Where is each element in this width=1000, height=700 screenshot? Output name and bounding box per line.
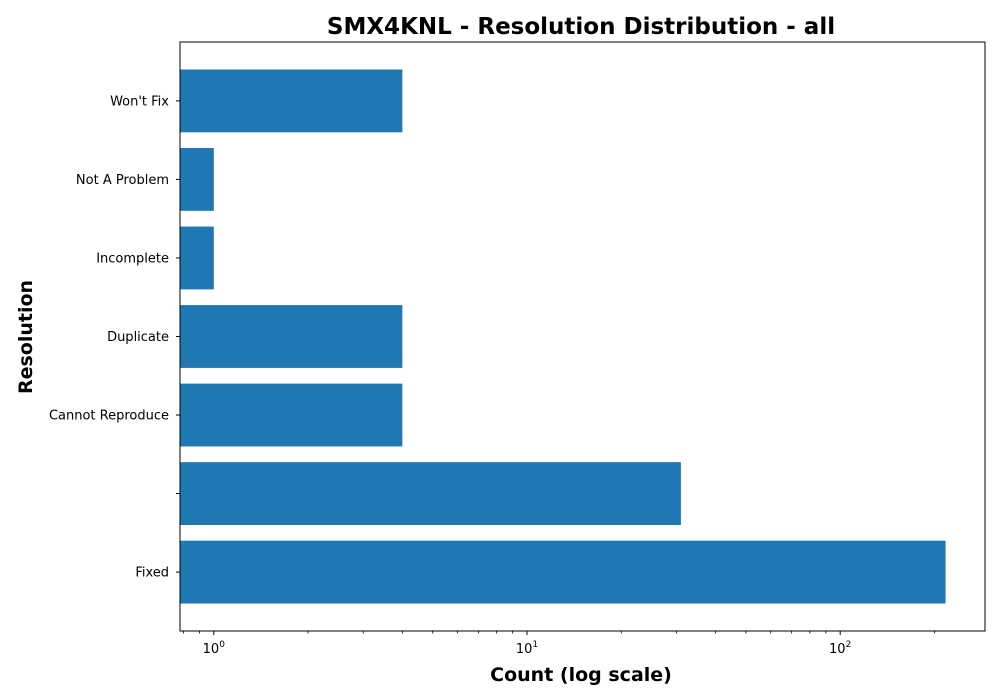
y-tick-label: Duplicate — [107, 330, 169, 345]
x-axis-label: Count (log scale) — [490, 664, 672, 686]
bar — [180, 69, 403, 133]
y-axis-label: Resolution — [15, 280, 37, 394]
y-tick-label: Incomplete — [96, 251, 169, 266]
bar — [180, 148, 214, 211]
y-tick-label: Fixed — [135, 566, 169, 581]
x-tick-label: 102 — [829, 640, 851, 657]
bar — [180, 462, 681, 525]
x-tick-label: 100 — [203, 640, 226, 657]
bar — [180, 226, 214, 290]
y-tick-label: Won't Fix — [110, 94, 169, 109]
chart-title: SMX4KNL - Resolution Distribution - all — [327, 14, 835, 40]
bar — [180, 540, 946, 604]
y-tick-label: Not A Problem — [76, 173, 169, 188]
bar — [180, 305, 403, 368]
y-tick-label: Cannot Reproduce — [49, 409, 169, 424]
ticks-layer: Fixed Cannot Reproduce Duplicate Incomplete… — [49, 94, 935, 657]
x-tick-label: 101 — [516, 640, 538, 657]
bars-layer — [180, 69, 946, 604]
bar — [180, 383, 403, 447]
